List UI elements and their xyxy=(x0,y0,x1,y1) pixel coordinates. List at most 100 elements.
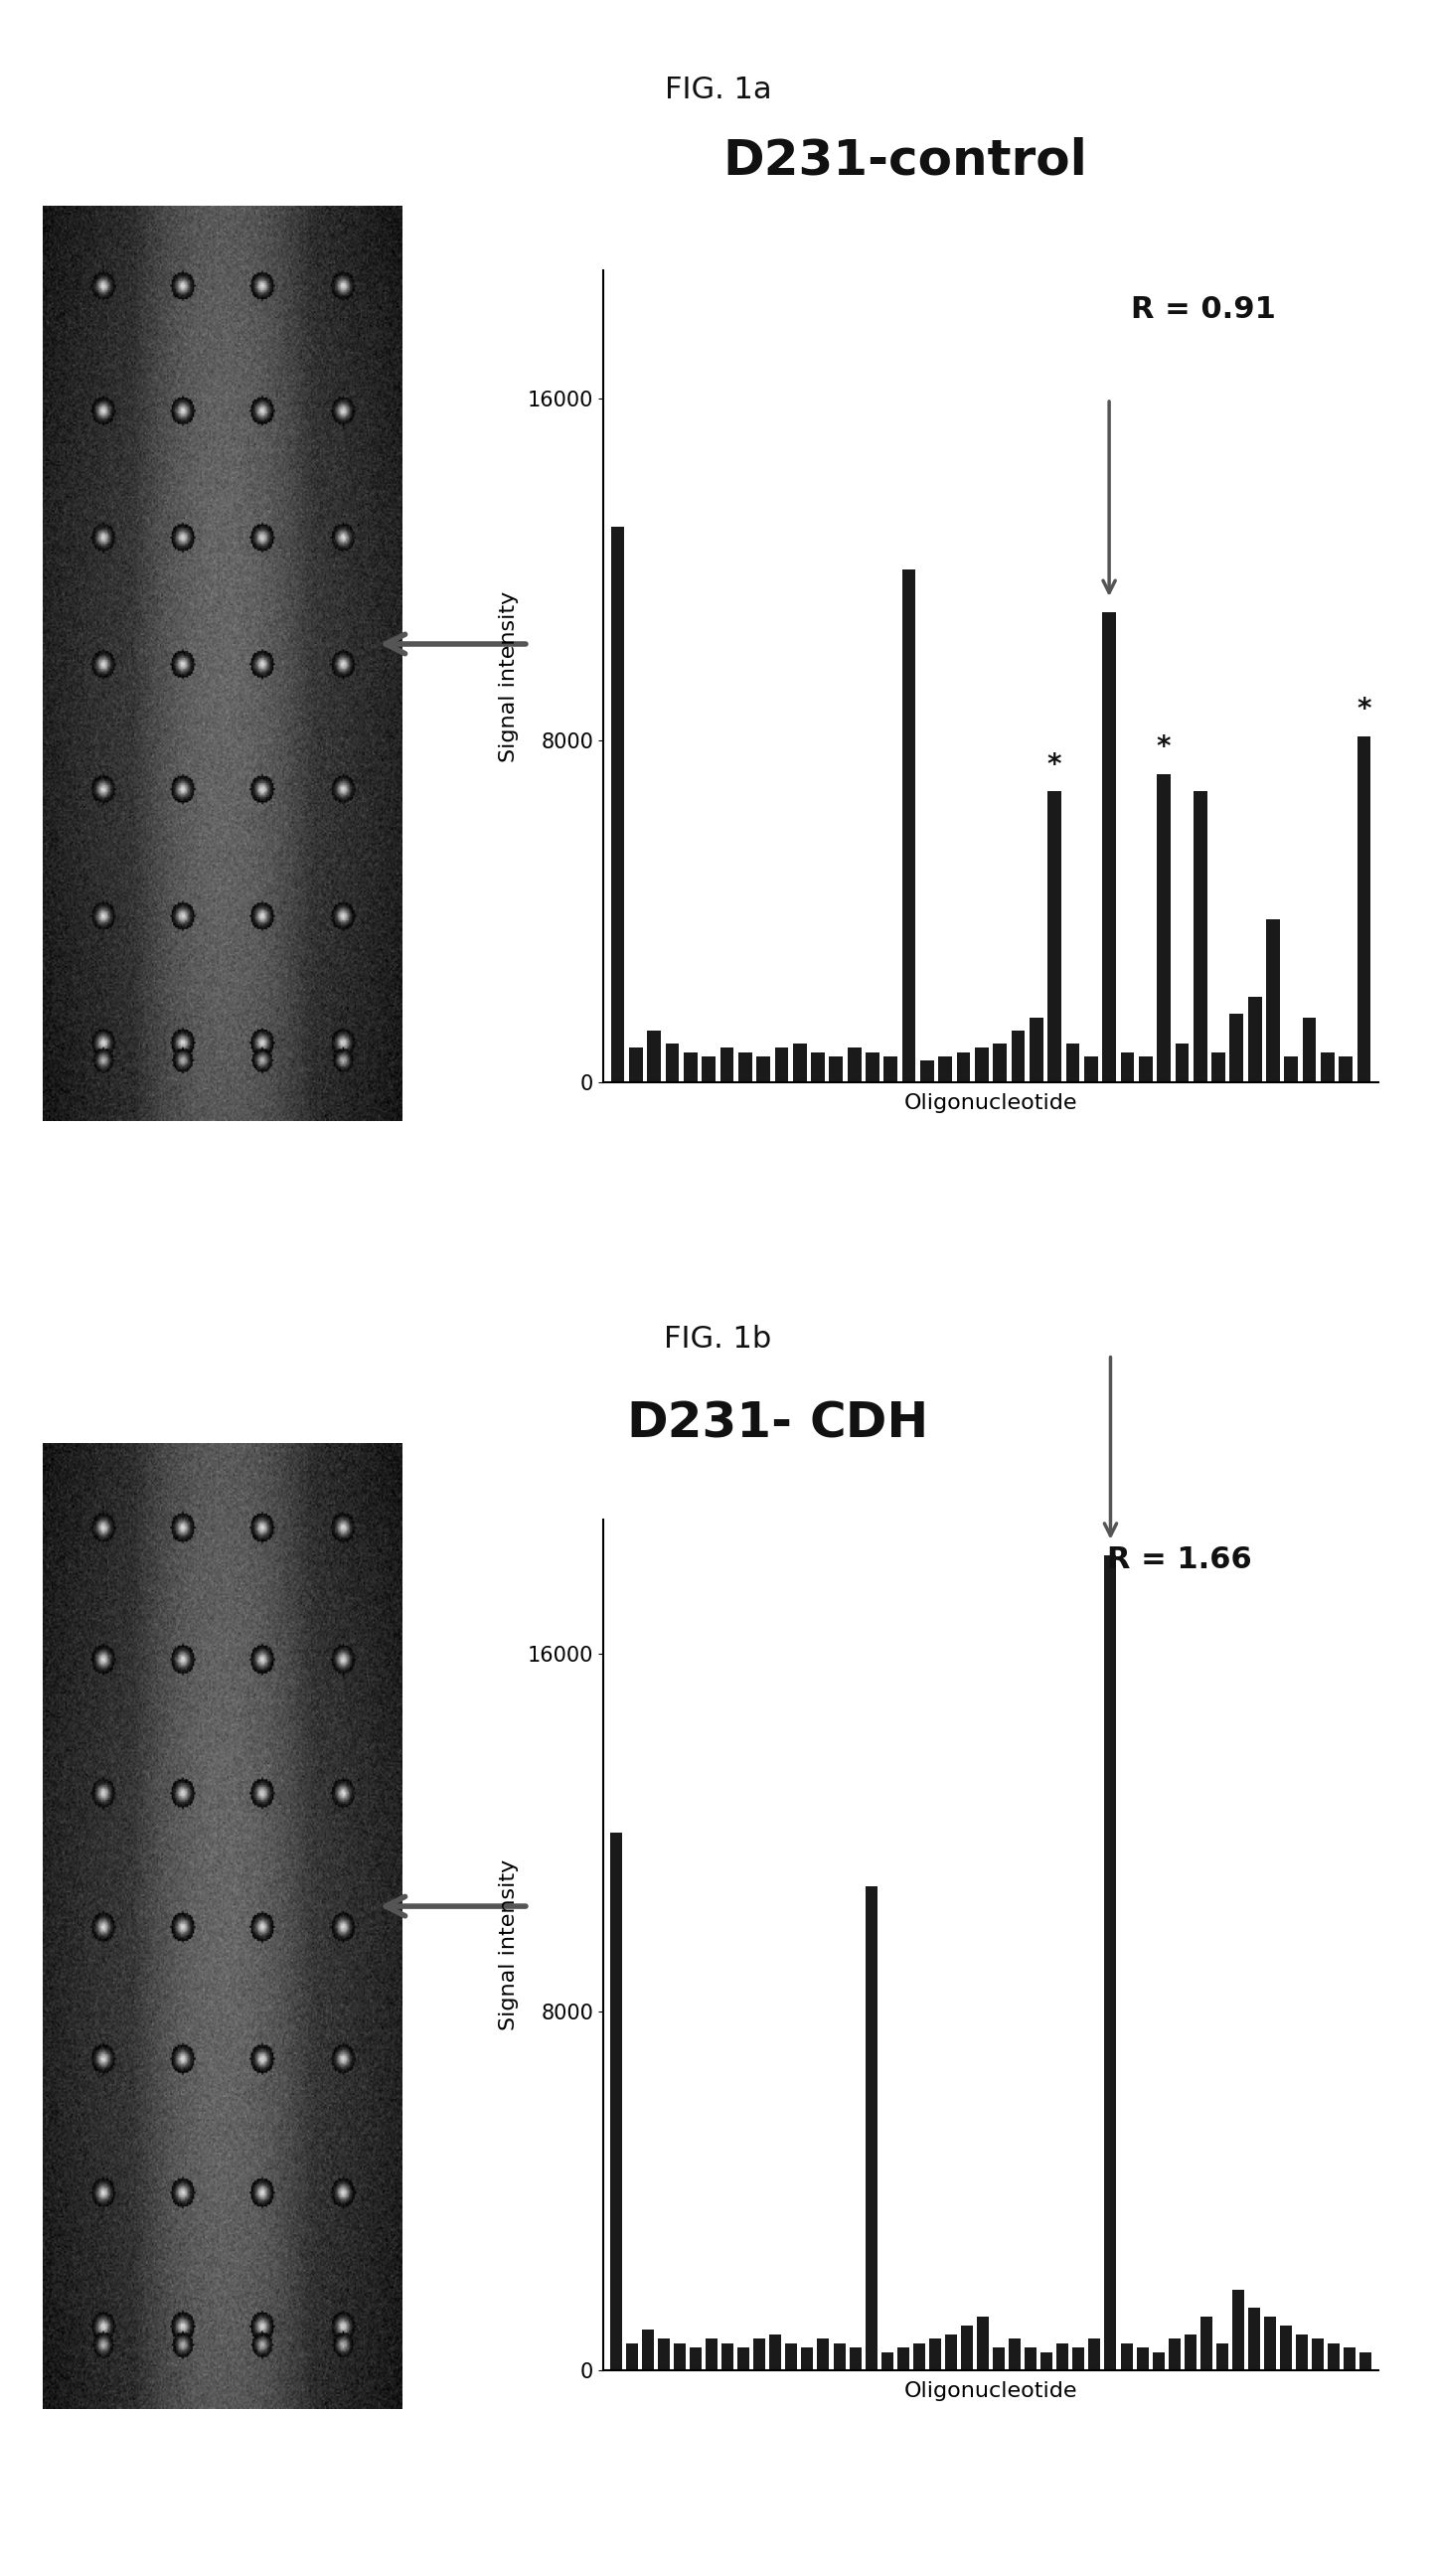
Bar xyxy=(864,1886,877,2370)
Bar xyxy=(626,2344,638,2370)
Bar xyxy=(1041,2352,1053,2370)
Bar xyxy=(811,1051,824,1082)
Bar xyxy=(882,2352,893,2370)
Bar xyxy=(1232,2290,1244,2370)
Text: FIG. 1b: FIG. 1b xyxy=(665,1324,771,1355)
Text: CDH: CDH xyxy=(810,1399,929,1448)
Y-axis label: Signal intensity: Signal intensity xyxy=(500,1860,520,2030)
Bar xyxy=(956,1051,971,1082)
Bar xyxy=(1248,997,1262,1082)
Bar xyxy=(1248,2308,1261,2370)
Bar xyxy=(1279,2326,1292,2370)
Bar xyxy=(847,1048,862,1082)
Text: R = 0.91: R = 0.91 xyxy=(1130,294,1275,325)
Bar xyxy=(920,1061,933,1082)
Bar xyxy=(1030,1018,1043,1082)
Bar xyxy=(1011,1030,1025,1082)
Bar xyxy=(642,2329,653,2370)
Text: *: * xyxy=(1357,696,1371,724)
Bar xyxy=(684,1051,698,1082)
Bar xyxy=(1267,920,1279,1082)
Bar xyxy=(1120,1051,1134,1082)
Bar xyxy=(793,1043,807,1082)
Bar xyxy=(705,2339,718,2370)
Bar xyxy=(689,2347,702,2370)
Bar xyxy=(829,1056,843,1082)
Bar xyxy=(1321,1051,1334,1082)
Bar xyxy=(770,2334,781,2370)
Bar xyxy=(801,2347,813,2370)
Bar xyxy=(929,2339,941,2370)
Bar xyxy=(1136,2347,1149,2370)
Bar xyxy=(1153,2352,1165,2370)
Bar xyxy=(939,1056,952,1082)
Bar xyxy=(1025,2347,1037,2370)
Bar xyxy=(1084,1056,1097,1082)
Bar xyxy=(610,526,625,1082)
Bar xyxy=(1120,2344,1133,2370)
Bar xyxy=(1229,1012,1244,1082)
Bar xyxy=(1104,1556,1117,2370)
Bar xyxy=(1088,2339,1100,2370)
Bar xyxy=(665,1043,679,1082)
Bar xyxy=(1139,1056,1152,1082)
Bar xyxy=(702,1056,715,1082)
Bar xyxy=(1048,791,1061,1082)
Bar xyxy=(961,2326,974,2370)
X-axis label: Oligonucleotide: Oligonucleotide xyxy=(905,2380,1077,2401)
Bar xyxy=(945,2334,956,2370)
Bar xyxy=(817,2339,829,2370)
Bar xyxy=(1193,791,1208,1082)
Bar xyxy=(1328,2344,1340,2370)
Bar xyxy=(1212,1051,1225,1082)
Y-axis label: Signal intensity: Signal intensity xyxy=(500,590,520,762)
Bar xyxy=(1344,2347,1356,2370)
Bar xyxy=(1313,2339,1324,2370)
Bar xyxy=(629,1048,643,1082)
Text: R = 1.66: R = 1.66 xyxy=(1107,1546,1252,1574)
Bar xyxy=(1302,1018,1317,1082)
Bar xyxy=(754,2339,765,2370)
Bar xyxy=(1103,613,1116,1082)
Text: *: * xyxy=(1047,750,1061,778)
Bar xyxy=(1169,2339,1180,2370)
Bar xyxy=(610,1834,622,2370)
Bar xyxy=(849,2347,862,2370)
Bar xyxy=(833,2344,846,2370)
Bar xyxy=(898,2347,909,2370)
Bar xyxy=(992,2347,1005,2370)
Bar xyxy=(1357,737,1371,1082)
Bar xyxy=(785,2344,797,2370)
Bar xyxy=(1185,2334,1196,2370)
Bar xyxy=(648,1030,661,1082)
Bar xyxy=(1264,2316,1277,2370)
Bar xyxy=(1284,1056,1298,1082)
Bar xyxy=(1200,2316,1212,2370)
Bar xyxy=(976,2316,989,2370)
Text: D231-control: D231-control xyxy=(722,137,1087,185)
Bar xyxy=(719,1048,734,1082)
Bar xyxy=(1360,2352,1371,2370)
Bar xyxy=(757,1056,770,1082)
Text: FIG. 1a: FIG. 1a xyxy=(665,75,771,106)
Bar xyxy=(673,2344,686,2370)
Bar xyxy=(994,1043,1007,1082)
Bar xyxy=(721,2344,734,2370)
Bar xyxy=(738,2347,750,2370)
X-axis label: Oligonucleotide: Oligonucleotide xyxy=(905,1092,1077,1113)
Bar xyxy=(866,1051,879,1082)
Bar xyxy=(1216,2344,1228,2370)
Bar xyxy=(1057,2344,1068,2370)
Bar xyxy=(1297,2334,1308,2370)
Bar xyxy=(1066,1043,1080,1082)
Bar xyxy=(1175,1043,1189,1082)
Bar xyxy=(885,1056,898,1082)
Bar xyxy=(1338,1056,1353,1082)
Bar xyxy=(1157,775,1170,1082)
Bar xyxy=(902,569,916,1082)
Bar xyxy=(975,1048,988,1082)
Text: *: * xyxy=(1156,734,1170,762)
Bar xyxy=(913,2344,925,2370)
Bar xyxy=(658,2339,669,2370)
Bar xyxy=(1008,2339,1021,2370)
